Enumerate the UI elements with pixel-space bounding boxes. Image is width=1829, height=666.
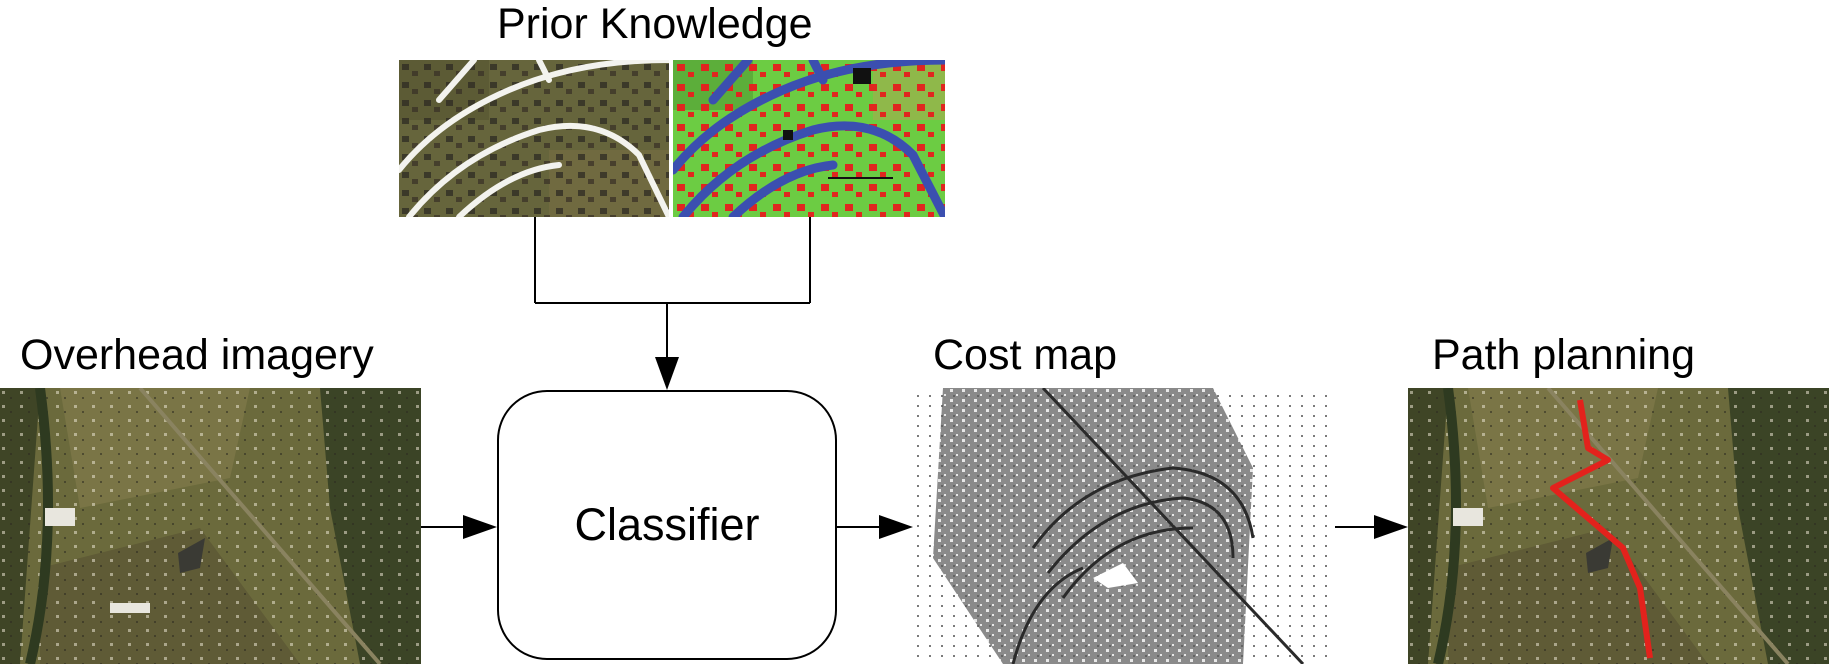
cost-map-label: Cost map <box>933 331 1118 379</box>
cost-map-image <box>913 388 1335 664</box>
classifier-label: Classifier <box>574 499 760 550</box>
arrow-prior-to-classifier <box>655 357 679 390</box>
prior-map-image <box>673 60 945 217</box>
planned-path-line <box>1550 399 1653 659</box>
path-planning-image <box>1408 388 1829 664</box>
prior-knowledge-label: Prior Knowledge <box>497 0 813 48</box>
arrow-imagery-to-classifier <box>463 515 497 539</box>
arrow-classifier-to-costmap <box>879 515 913 539</box>
path-planning-label: Path planning <box>1432 331 1695 379</box>
prior-aerial-image <box>399 60 669 217</box>
classifier-box: Classifier <box>497 390 837 660</box>
overhead-imagery-label: Overhead imagery <box>20 331 374 379</box>
arrow-costmap-to-path <box>1374 515 1408 539</box>
overhead-imagery-image <box>0 388 421 664</box>
